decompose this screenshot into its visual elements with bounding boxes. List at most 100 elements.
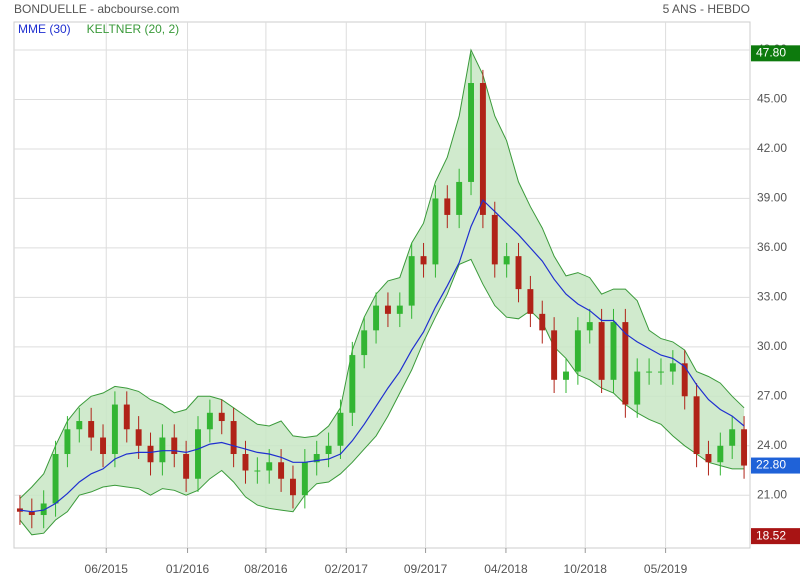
- candle-body: [373, 305, 380, 331]
- candle: [159, 424, 166, 476]
- candle-body: [563, 371, 569, 380]
- legend-entry: MME (30): [18, 22, 71, 36]
- candle: [254, 457, 261, 484]
- candle-body: [254, 470, 261, 472]
- candle: [147, 432, 154, 476]
- x-tick-label: 05/2019: [644, 562, 688, 576]
- candle: [729, 416, 736, 459]
- candle-body: [28, 511, 35, 516]
- candle: [681, 350, 688, 410]
- candle: [563, 358, 569, 394]
- candle: [325, 432, 332, 468]
- candle-body: [40, 503, 47, 516]
- candle-body: [183, 454, 190, 479]
- candle: [290, 465, 296, 509]
- candle: [646, 358, 653, 385]
- candle-body: [420, 256, 427, 265]
- candle-body: [408, 256, 415, 306]
- y-tick-label: 30.00: [757, 339, 787, 353]
- candle: [658, 358, 664, 385]
- candle-body: [396, 305, 403, 314]
- candle-body: [693, 396, 700, 455]
- candle-body: [206, 412, 213, 430]
- candle: [693, 383, 700, 468]
- candle: [242, 440, 249, 484]
- candle: [491, 201, 498, 278]
- candle: [705, 440, 712, 476]
- candle-body: [717, 445, 724, 463]
- candle: [28, 498, 35, 529]
- candle: [717, 432, 724, 476]
- price-badge: [751, 457, 800, 474]
- chart-title: BONDUELLE - abcbourse.com: [14, 2, 179, 16]
- candle-body: [705, 454, 712, 463]
- candle: [479, 69, 486, 229]
- candle: [468, 53, 474, 196]
- candle: [361, 317, 368, 369]
- candle: [337, 399, 344, 459]
- y-tick-label: 36.00: [757, 240, 787, 254]
- candle: [123, 391, 130, 443]
- candle-body: [111, 404, 118, 455]
- candle-body: [88, 421, 95, 438]
- candle: [503, 242, 510, 278]
- candle: [384, 292, 391, 328]
- y-tick-label: 21.00: [757, 487, 787, 501]
- candle-body: [503, 256, 510, 265]
- candle-body: [266, 462, 273, 471]
- candle-body: [574, 330, 581, 372]
- candle: [551, 317, 558, 394]
- candle: [539, 300, 546, 344]
- candle: [515, 242, 522, 303]
- candle-body: [456, 181, 463, 215]
- candle: [408, 242, 415, 319]
- candle: [206, 399, 213, 443]
- x-tick-label: 09/2017: [404, 562, 448, 576]
- candle: [456, 168, 463, 229]
- x-tick-label: 04/2018: [484, 562, 528, 576]
- candle: [598, 308, 605, 394]
- candle: [420, 242, 427, 278]
- candle-body: [290, 478, 296, 496]
- candle-body: [622, 322, 629, 405]
- candle-body: [669, 363, 676, 372]
- candle-body: [159, 437, 166, 463]
- candle: [171, 424, 178, 468]
- candle-body: [491, 214, 498, 265]
- x-tick-label: 02/2017: [325, 562, 369, 576]
- candle-body: [64, 429, 71, 455]
- y-tick-label: 24.00: [757, 438, 787, 452]
- candle-body: [52, 454, 59, 504]
- candle-body: [468, 83, 474, 182]
- candle: [218, 399, 225, 435]
- candle: [100, 424, 106, 468]
- candle: [40, 490, 47, 529]
- candle-body: [278, 462, 285, 479]
- candle: [373, 292, 380, 344]
- candle: [64, 416, 71, 468]
- candle: [527, 275, 534, 328]
- candle-body: [313, 454, 320, 463]
- y-tick-label: 33.00: [757, 290, 787, 304]
- candle-body: [551, 330, 558, 380]
- candle: [586, 308, 593, 344]
- candle: [432, 185, 439, 278]
- candle: [574, 317, 581, 385]
- candle: [444, 185, 451, 229]
- candle: [301, 449, 308, 509]
- y-tick-label: 27.00: [757, 388, 787, 402]
- y-tick-label: 42.00: [757, 141, 787, 155]
- candle-body: [515, 256, 522, 290]
- legend-entry: KELTNER (20, 2): [87, 22, 179, 36]
- candle-body: [586, 322, 593, 331]
- candle-body: [384, 305, 391, 314]
- candle: [610, 308, 617, 394]
- candle-body: [230, 421, 237, 455]
- candle-body: [195, 429, 201, 479]
- keltner-upper: [19, 48, 745, 499]
- candle-body: [100, 437, 106, 455]
- plot-frame: [13, 21, 751, 549]
- candle-body: [301, 462, 308, 496]
- x-tick-label: 01/2016: [166, 562, 210, 576]
- candle-body: [539, 313, 546, 331]
